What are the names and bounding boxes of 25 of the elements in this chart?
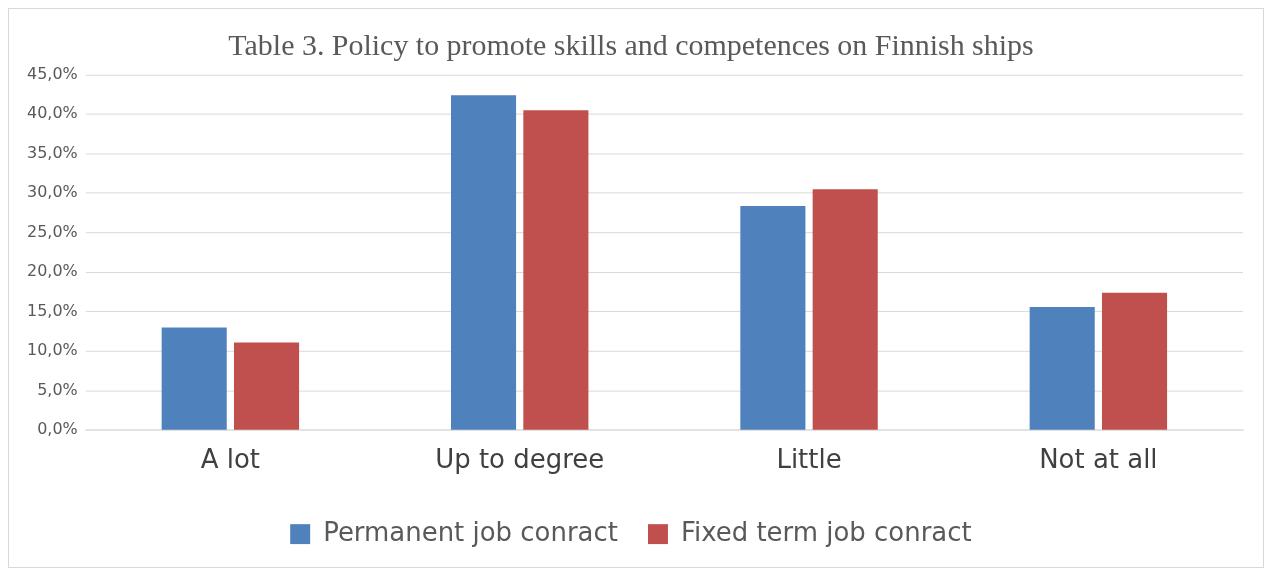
bar [812, 189, 878, 430]
bar [523, 110, 589, 430]
bar [1029, 307, 1095, 430]
bar [450, 95, 517, 430]
y-tick-label: 5,0% [37, 379, 78, 399]
bar [233, 342, 300, 430]
x-tick-label: Up to degree [435, 443, 605, 474]
legend-label: Permanent job conract [323, 516, 618, 547]
y-tick-label: 25,0% [27, 221, 78, 241]
bar [1101, 292, 1168, 430]
y-tick-label: 0,0% [37, 419, 78, 439]
y-tick-label: 40,0% [27, 103, 78, 123]
y-tick-label: 30,0% [27, 182, 78, 202]
y-tick-label: 35,0% [27, 142, 78, 162]
y-tick-label: 20,0% [27, 261, 78, 281]
x-tick-label: Little [776, 443, 842, 474]
y-tick-label: 45,0% [27, 63, 78, 83]
y-tick-label: 10,0% [27, 340, 78, 360]
bar [161, 327, 227, 430]
y-tick-label: 15,0% [27, 300, 78, 320]
bar [740, 205, 806, 430]
x-tick-label: Not at all [1039, 443, 1158, 474]
legend-label: Fixed term job conract [680, 516, 972, 547]
x-tick-label: A lot [200, 443, 260, 474]
chart-title: Table 3. Policy to promote skills and competences on Finnish ships [228, 27, 1034, 61]
